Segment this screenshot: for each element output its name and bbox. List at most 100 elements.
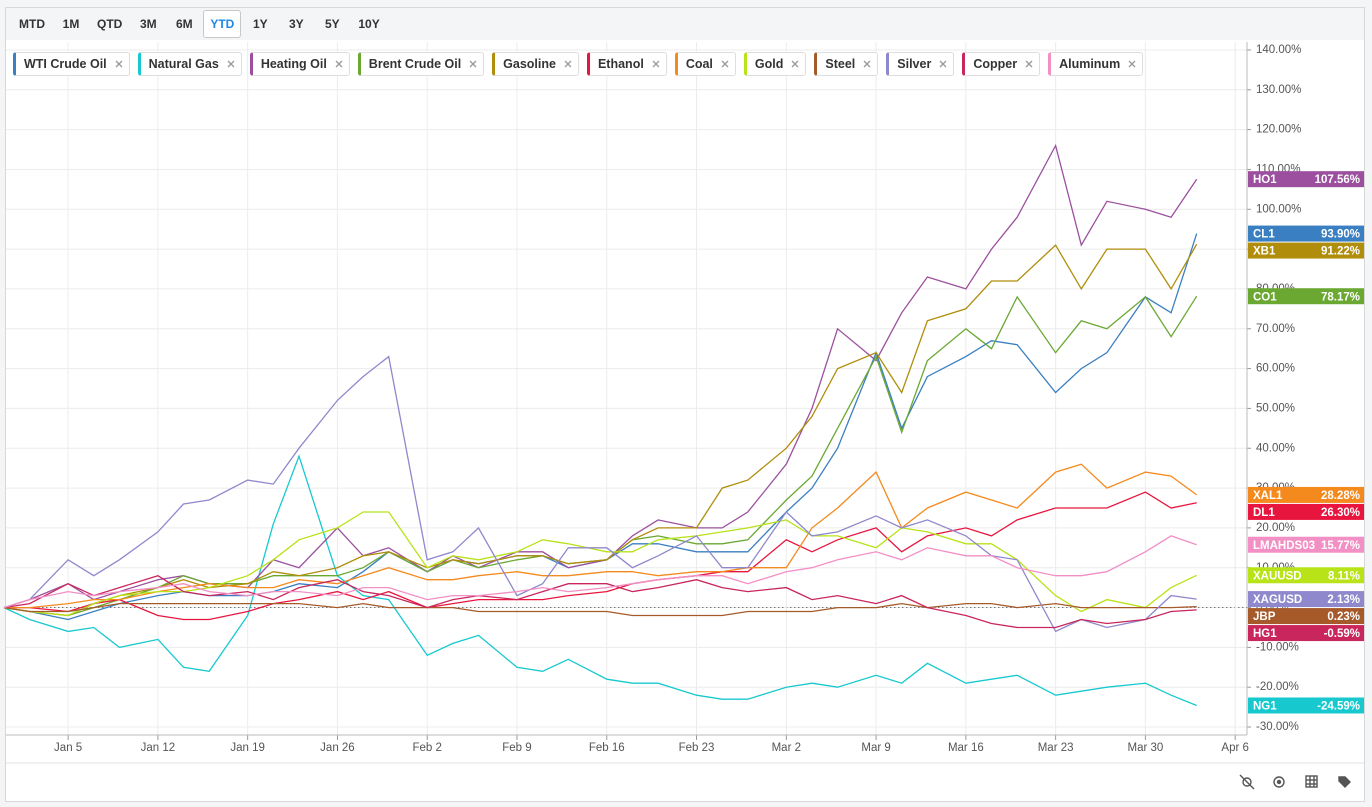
x-tick-label: Feb 9 bbox=[502, 742, 531, 754]
y-tick-label: 20.00% bbox=[1256, 522, 1295, 534]
legend-remove[interactable] bbox=[335, 60, 343, 68]
end-badge-box bbox=[1248, 242, 1364, 259]
series-line bbox=[4, 491, 1197, 621]
end-badge: DL1 26.30% bbox=[1248, 503, 1364, 520]
end-badge-symbol: XAL1 bbox=[1253, 490, 1283, 502]
end-badge: XB1 91.22% bbox=[1248, 242, 1364, 259]
end-badge-symbol: XAGUSD bbox=[1253, 594, 1302, 606]
x-tick-label: Jan 19 bbox=[230, 742, 265, 754]
range-button[interactable]: 6M bbox=[176, 17, 193, 31]
x-tick-label: Jan 26 bbox=[320, 742, 355, 754]
legend-chip[interactable]: Ethanol bbox=[586, 52, 667, 76]
legend-remove[interactable] bbox=[115, 60, 123, 68]
legend-chip[interactable]: Brent Crude Oil bbox=[357, 52, 485, 76]
end-badge-value: 107.56% bbox=[1315, 174, 1360, 186]
end-badge-symbol: CO1 bbox=[1253, 291, 1277, 303]
end-badge-symbol: JBP bbox=[1253, 611, 1276, 623]
end-badge-box bbox=[1248, 608, 1364, 625]
end-badge-symbol: HO1 bbox=[1253, 174, 1277, 186]
end-badge: XAL1 28.28% bbox=[1248, 486, 1364, 503]
legend-remove[interactable] bbox=[564, 60, 572, 68]
legend-remove[interactable] bbox=[791, 60, 799, 68]
range-button[interactable]: 5Y bbox=[325, 17, 340, 31]
y-tick-label: 50.00% bbox=[1256, 402, 1295, 414]
series-line bbox=[3, 535, 1197, 609]
end-badge-value: 26.30% bbox=[1321, 507, 1360, 519]
legend-label: WTI Crude Oil bbox=[24, 57, 107, 71]
remove-icon bbox=[652, 60, 660, 68]
reset-icon[interactable] bbox=[1273, 776, 1285, 788]
legend-remove[interactable] bbox=[1025, 60, 1033, 68]
legend-remove[interactable] bbox=[227, 60, 235, 68]
end-badge: HG1 -0.59% bbox=[1248, 625, 1364, 642]
end-badge-box bbox=[1248, 625, 1364, 642]
range-button[interactable]: MTD bbox=[19, 17, 45, 31]
legend-chip[interactable]: Coal bbox=[674, 52, 736, 76]
end-badge: JBP 0.23% bbox=[1248, 608, 1364, 625]
remove-icon bbox=[469, 60, 477, 68]
remove-icon bbox=[115, 60, 123, 68]
end-badge-box bbox=[1248, 486, 1364, 503]
remove-icon bbox=[939, 60, 947, 68]
tag-icon[interactable] bbox=[1338, 776, 1351, 788]
range-button[interactable]: 1M bbox=[62, 17, 80, 31]
legend-label: Natural Gas bbox=[148, 57, 219, 71]
y-tick-label: 140.00% bbox=[1256, 44, 1301, 56]
crosshair-off-icon[interactable] bbox=[1239, 774, 1255, 790]
range-button[interactable]: 10Y bbox=[358, 17, 380, 31]
grid-icon[interactable] bbox=[1305, 775, 1318, 788]
end-badge: XAGUSD 2.13% bbox=[1248, 591, 1364, 608]
legend-chip[interactable]: Gold bbox=[743, 52, 807, 76]
series-line bbox=[3, 355, 1197, 633]
end-badge-symbol: NG1 bbox=[1253, 701, 1277, 713]
legend-label: Gold bbox=[754, 57, 784, 71]
legend-chip[interactable]: Steel bbox=[814, 52, 879, 76]
y-tick-label: -20.00% bbox=[1256, 681, 1299, 693]
legend-chip[interactable]: Natural Gas bbox=[137, 52, 242, 76]
x-tick-label: Mar 2 bbox=[772, 742, 801, 754]
tool-icons bbox=[1239, 774, 1351, 790]
legend-chip[interactable]: Gasoline bbox=[492, 52, 579, 76]
legend-remove[interactable] bbox=[1128, 60, 1136, 68]
end-badge-box bbox=[1248, 171, 1364, 188]
range-button[interactable]: QTD bbox=[97, 17, 123, 31]
legend-label: Aluminum bbox=[1059, 57, 1121, 71]
legend-chip[interactable]: Aluminum bbox=[1048, 52, 1144, 76]
range-button[interactable]: 3M bbox=[140, 17, 157, 31]
range-button[interactable]: YTD bbox=[203, 10, 242, 38]
legend-chip[interactable]: Silver bbox=[886, 52, 955, 76]
y-tick-label: 60.00% bbox=[1256, 363, 1295, 375]
y-tick-label: 100.00% bbox=[1256, 203, 1301, 215]
legend-label: Brent Crude Oil bbox=[368, 57, 462, 71]
legend-chip[interactable]: Heating Oil bbox=[249, 52, 350, 76]
legend-remove[interactable] bbox=[721, 60, 729, 68]
end-badge-value: 28.28% bbox=[1321, 490, 1360, 502]
end-badge: CO1 78.17% bbox=[1248, 288, 1364, 305]
end-badge-symbol: XAUUSD bbox=[1253, 570, 1302, 582]
remove-icon bbox=[721, 60, 729, 68]
legend-remove[interactable] bbox=[863, 60, 871, 68]
y-tick-label: -10.00% bbox=[1256, 641, 1299, 653]
legend-remove[interactable] bbox=[939, 60, 947, 68]
end-badge-value: 0.23% bbox=[1327, 611, 1360, 623]
range-button[interactable]: 3Y bbox=[289, 17, 304, 31]
series-line bbox=[3, 574, 1197, 629]
legend-remove[interactable] bbox=[469, 60, 477, 68]
legend-chip[interactable]: Copper bbox=[962, 52, 1041, 76]
legend-remove[interactable] bbox=[652, 60, 660, 68]
end-badge-box bbox=[1248, 536, 1364, 553]
end-badge-value: 2.13% bbox=[1327, 594, 1360, 606]
y-tick-label: -30.00% bbox=[1256, 721, 1299, 733]
end-badge-box bbox=[1248, 288, 1364, 305]
range-button[interactable]: 1Y bbox=[253, 17, 268, 31]
end-badge-box bbox=[1248, 697, 1364, 714]
end-badge: NG1 -24.59% bbox=[1248, 697, 1364, 714]
remove-icon bbox=[1025, 60, 1033, 68]
legend-chip[interactable]: WTI Crude Oil bbox=[13, 52, 130, 76]
end-badge-symbol: CL1 bbox=[1253, 229, 1275, 241]
end-badge-box bbox=[1248, 503, 1364, 520]
end-badge: CL1 93.90% bbox=[1248, 225, 1364, 242]
end-badge-value: 8.11% bbox=[1328, 570, 1360, 582]
end-badge-box bbox=[1248, 225, 1364, 242]
